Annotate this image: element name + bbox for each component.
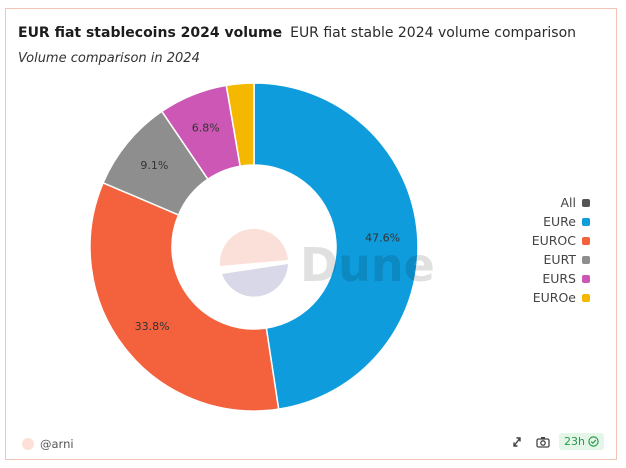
refresh-badge[interactable]: 23h [559, 433, 604, 450]
author-avatar [22, 438, 34, 450]
chart-title-secondary: EUR fiat stable 2024 volume comparison [290, 25, 577, 41]
chart-legend: All EURe EUROC EURT EURS EUROe [532, 193, 590, 307]
legend-item-euroc[interactable]: EUROC [532, 231, 590, 250]
data-label-eurt: 9.1% [140, 159, 168, 172]
donut-chart: Dune 47.6% 33.8% 9.1% 6.8% [89, 82, 435, 412]
legend-label: EURT [543, 252, 576, 267]
legend-label: EUROe [532, 290, 576, 305]
data-label-eure: 47.6% [365, 231, 400, 244]
dune-logo-top [219, 228, 288, 266]
slice-euroe[interactable] [225, 82, 255, 168]
check-circle-icon [588, 436, 599, 447]
legend-swatch [582, 255, 590, 264]
chart-subtitle: Volume comparison in 2024 [18, 51, 200, 66]
data-label-eurs: 6.8% [192, 121, 220, 134]
author[interactable]: @arni [22, 437, 74, 451]
legend-label: All [560, 195, 577, 210]
legend-label: EURe [543, 214, 576, 229]
legend-label: EUROC [531, 233, 576, 248]
legend-label: EURS [542, 271, 576, 286]
legend-swatch [582, 274, 590, 283]
legend-item-euroe[interactable]: EUROe [532, 288, 590, 307]
watermark-text: Dune [300, 238, 435, 292]
author-name: @arni [40, 437, 74, 451]
legend-item-eurt[interactable]: EURT [532, 250, 590, 269]
slice-euroc[interactable] [89, 181, 280, 412]
legend-swatch [582, 217, 590, 226]
dune-logo-bottom [222, 264, 288, 297]
share-icon[interactable] [509, 434, 525, 450]
chart-card: EUR fiat stablecoins 2024 volume EUR fiat… [5, 8, 617, 460]
chart-title: EUR fiat stablecoins 2024 volume [18, 25, 283, 41]
legend-item-eurs[interactable]: EURS [532, 269, 590, 288]
refresh-time: 23h [564, 435, 585, 448]
legend-item-all[interactable]: All [532, 193, 590, 212]
chart-footer: @arni 23h [6, 425, 616, 459]
camera-icon[interactable] [535, 434, 551, 450]
slice-eure[interactable] [253, 82, 419, 410]
legend-swatch [582, 198, 590, 207]
footer-tools: 23h [499, 433, 604, 450]
data-label-euroc: 33.8% [135, 320, 170, 333]
legend-swatch [582, 236, 590, 245]
legend-swatch [582, 293, 590, 302]
legend-item-eure[interactable]: EURe [532, 212, 590, 231]
chart-header: EUR fiat stablecoins 2024 volume EUR fiat… [18, 22, 576, 41]
